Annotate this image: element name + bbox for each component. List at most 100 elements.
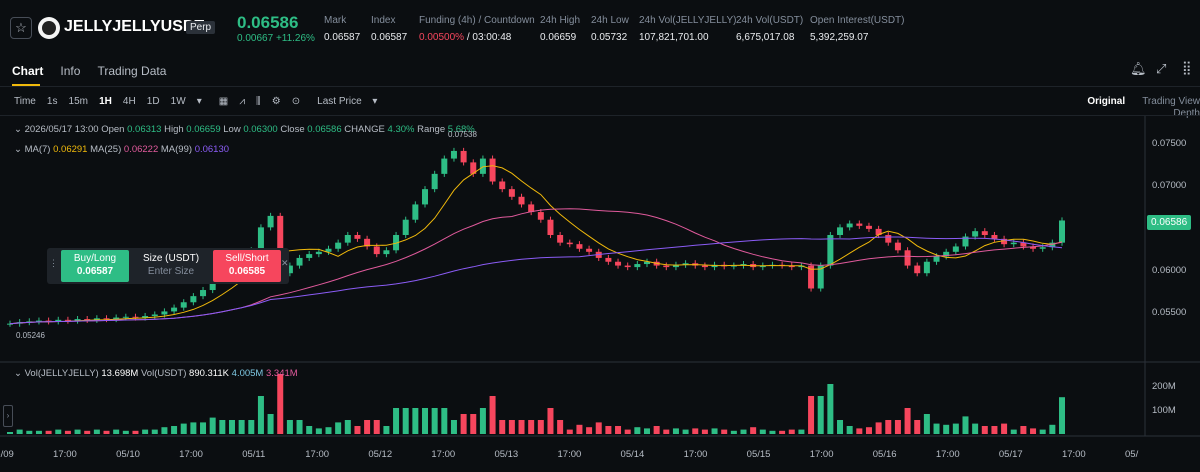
time-tick: 05/17 bbox=[998, 449, 1023, 460]
candle-body bbox=[672, 264, 679, 268]
change-label: CHANGE bbox=[344, 124, 385, 135]
volume-bar bbox=[798, 429, 805, 434]
interval-15m[interactable]: 15m bbox=[68, 96, 88, 107]
candle-style-icon[interactable]: ⫼ bbox=[256, 96, 261, 107]
high-value: 0.06659 bbox=[540, 32, 577, 43]
volume-bar bbox=[1059, 397, 1065, 434]
interval-1w[interactable]: 1W bbox=[170, 96, 186, 107]
low-label: Low bbox=[223, 124, 241, 135]
volume-bar bbox=[45, 430, 52, 434]
candle-body bbox=[952, 246, 959, 252]
volume-bar bbox=[615, 426, 622, 434]
candle-body bbox=[537, 212, 544, 220]
price-tick: 0.07000 bbox=[1152, 180, 1187, 191]
volume-bar bbox=[219, 420, 226, 434]
candle-body bbox=[846, 223, 853, 228]
expand-icon[interactable]: ⤢ bbox=[1156, 61, 1167, 76]
volume-bar bbox=[132, 430, 139, 434]
volume-bar bbox=[228, 420, 235, 434]
candle-body bbox=[84, 319, 91, 321]
volume-bar bbox=[1039, 429, 1046, 434]
collapse-chevron-icon[interactable]: ⌄ bbox=[14, 124, 22, 135]
candle-body bbox=[566, 242, 573, 245]
time-tick: 05/09 bbox=[0, 449, 14, 460]
candle-body bbox=[788, 265, 795, 268]
interval-1h[interactable]: 1H bbox=[99, 96, 112, 107]
interval-4h[interactable]: 4H bbox=[122, 96, 136, 107]
volume-bar bbox=[335, 422, 342, 434]
interval-dropdown-icon[interactable]: ▾ bbox=[196, 96, 202, 107]
time-axis: 05/09 17:00 05/10 17:00 05/11 17:00 05/12 17:00… bbox=[0, 449, 1145, 465]
volume-bar bbox=[393, 408, 400, 434]
size-input[interactable]: Size (USDT) Enter Size bbox=[133, 250, 209, 282]
low-marker: 0.05246 bbox=[16, 331, 45, 340]
candle-body bbox=[383, 250, 390, 255]
candle-body bbox=[122, 316, 129, 318]
calendar-icon[interactable]: ▦ bbox=[218, 96, 229, 107]
mark-label: Mark bbox=[324, 15, 347, 26]
candle-body bbox=[296, 257, 303, 266]
bell-icon[interactable]: 🔔︎ bbox=[1130, 61, 1147, 76]
vol-base-label: Vol(JELLYJELLY) bbox=[24, 368, 99, 379]
candle-body bbox=[808, 265, 815, 289]
time-label[interactable]: Time bbox=[14, 96, 36, 107]
sell-short-button[interactable]: Sell/Short 0.06585 bbox=[213, 250, 281, 282]
grid-menu-icon[interactable]: ⣿ bbox=[1182, 60, 1192, 75]
close-icon[interactable]: ✕ bbox=[281, 258, 289, 268]
tab-trading-data[interactable]: Trading Data bbox=[97, 64, 167, 78]
volume-bar bbox=[981, 426, 988, 434]
volume-bar bbox=[759, 429, 766, 434]
buy-price: 0.06587 bbox=[76, 266, 114, 277]
volume-bar bbox=[528, 420, 535, 434]
side-panel-toggle[interactable]: › bbox=[3, 405, 13, 427]
candle-body bbox=[701, 265, 708, 268]
mode-depth[interactable]: Depth bbox=[1173, 108, 1200, 119]
candle-body bbox=[663, 265, 670, 268]
collapse-chevron-icon[interactable]: ⌄ bbox=[14, 368, 22, 379]
collapse-chevron-icon[interactable]: ⌄ bbox=[14, 144, 22, 155]
size-placeholder: Enter Size bbox=[147, 266, 195, 277]
close-label: Close bbox=[280, 124, 305, 135]
settings-icon[interactable]: ⚙︎ bbox=[271, 96, 281, 107]
candle-body bbox=[74, 319, 81, 321]
volume-bar bbox=[248, 420, 255, 434]
drawing-tools-icon[interactable]: ⊙ bbox=[291, 96, 301, 107]
volume-bar bbox=[93, 429, 100, 434]
candle-body bbox=[933, 256, 940, 262]
index-label: Index bbox=[371, 15, 396, 26]
mode-trading-view[interactable]: Trading View bbox=[1142, 96, 1200, 107]
volume-bar bbox=[460, 414, 467, 434]
buy-long-button[interactable]: Buy/Long 0.06587 bbox=[61, 250, 129, 282]
mode-original[interactable]: Original bbox=[1087, 96, 1126, 107]
volume-bar bbox=[894, 420, 901, 434]
volume-bar bbox=[518, 420, 525, 434]
interval-1s[interactable]: 1s bbox=[46, 96, 58, 107]
funding-stat: Funding (4h) / Countdown 0.00500% / 03:0… bbox=[419, 15, 535, 43]
volume-tick: 100M bbox=[1152, 405, 1176, 416]
time-tick: 17:00 bbox=[935, 449, 960, 460]
symbol-name[interactable]: JELLYJELLYUSDT bbox=[64, 18, 205, 35]
drag-handle-icon[interactable]: ⋮ bbox=[49, 258, 58, 268]
candle-body bbox=[885, 235, 892, 243]
candle-body bbox=[798, 265, 805, 268]
price-type-select[interactable]: Last Price ▾ bbox=[317, 96, 378, 107]
last-price: 0.06586 bbox=[237, 13, 299, 32]
interval-1d[interactable]: 1D bbox=[146, 96, 160, 107]
volume-bar bbox=[827, 384, 834, 434]
favorite-star-icon[interactable]: ☆ bbox=[10, 17, 32, 39]
current-price-tag: 0.06586 bbox=[1147, 215, 1192, 230]
sell-price: 0.06585 bbox=[228, 266, 266, 277]
candle-body bbox=[209, 280, 216, 291]
candle-body bbox=[643, 261, 650, 265]
volume-bar bbox=[972, 423, 979, 434]
low-stat: 24h Low 0.05732 bbox=[591, 15, 629, 43]
price-tick: 0.05500 bbox=[1152, 307, 1187, 318]
indicator-icon[interactable]: ⩘ bbox=[239, 96, 245, 107]
tab-chart[interactable]: Chart bbox=[12, 64, 44, 78]
tab-info[interactable]: Info bbox=[60, 64, 81, 78]
volume-bar bbox=[885, 420, 892, 434]
sell-label: Sell/Short bbox=[225, 253, 269, 264]
volume-bar bbox=[547, 408, 554, 434]
candle-body bbox=[923, 261, 930, 274]
candlestick-chart[interactable] bbox=[0, 116, 1200, 472]
